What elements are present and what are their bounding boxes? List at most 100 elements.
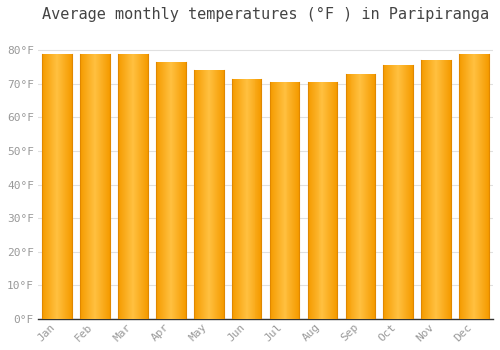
Bar [200,70,201,319]
Bar [318,82,320,319]
Bar [308,82,310,319]
Bar [404,65,405,319]
Bar [312,82,314,319]
Bar [51,54,52,319]
Bar [98,54,99,319]
Bar [322,82,324,319]
Bar [364,74,366,319]
Bar [444,60,445,319]
Bar [93,54,94,319]
Bar [430,60,432,319]
Bar [204,70,205,319]
Bar [348,74,350,319]
Bar [350,74,352,319]
Bar [400,65,401,319]
Bar [59,54,60,319]
Bar [96,54,97,319]
Bar [234,79,235,319]
Bar [69,54,70,319]
Bar [158,62,159,319]
Bar [212,70,214,319]
Bar [346,74,348,319]
Bar [464,54,465,319]
Bar [483,54,484,319]
Bar [46,54,47,319]
Bar [326,82,328,319]
Bar [462,54,464,319]
Bar [50,54,51,319]
Bar [240,79,242,319]
Bar [140,54,141,319]
Bar [440,60,441,319]
Bar [368,74,369,319]
Bar [135,54,136,319]
Bar [106,54,107,319]
Bar [99,54,100,319]
Bar [373,74,374,319]
Bar [426,60,428,319]
Bar [246,79,248,319]
Bar [278,82,280,319]
Bar [310,82,312,319]
Bar [90,54,91,319]
Bar [290,82,292,319]
Bar [250,79,252,319]
Bar [270,82,272,319]
Bar [71,54,72,319]
Bar [428,60,430,319]
Bar [120,54,121,319]
Bar [402,65,403,319]
Bar [169,62,170,319]
Bar [178,62,180,319]
Bar [460,54,462,319]
Bar [372,74,373,319]
Bar [232,79,233,319]
Bar [144,54,146,319]
Bar [81,54,82,319]
Bar [471,54,472,319]
Bar [174,62,176,319]
Bar [129,54,130,319]
Bar [479,54,480,319]
Bar [94,54,95,319]
Bar [388,65,390,319]
Bar [296,82,298,319]
Bar [447,60,448,319]
Bar [47,54,48,319]
Bar [210,70,212,319]
Bar [214,70,216,319]
Bar [83,54,84,319]
Bar [104,54,105,319]
Bar [65,54,66,319]
Bar [260,79,262,319]
Bar [130,54,131,319]
Bar [358,74,360,319]
Bar [432,60,433,319]
Bar [371,74,372,319]
Bar [408,65,409,319]
Bar [274,82,276,319]
Bar [64,54,65,319]
Bar [102,54,103,319]
Bar [60,54,61,319]
Bar [103,54,104,319]
Bar [118,54,119,319]
Bar [165,62,166,319]
Bar [398,65,400,319]
Bar [401,65,402,319]
Bar [320,82,322,319]
Bar [57,54,58,319]
Bar [184,62,186,319]
Bar [124,54,125,319]
Bar [445,60,446,319]
Bar [384,65,386,319]
Bar [248,79,250,319]
Bar [42,54,43,319]
Bar [294,82,296,319]
Bar [258,79,260,319]
Bar [45,54,46,319]
Bar [362,74,364,319]
Bar [180,62,182,319]
Bar [450,60,451,319]
Bar [95,54,96,319]
